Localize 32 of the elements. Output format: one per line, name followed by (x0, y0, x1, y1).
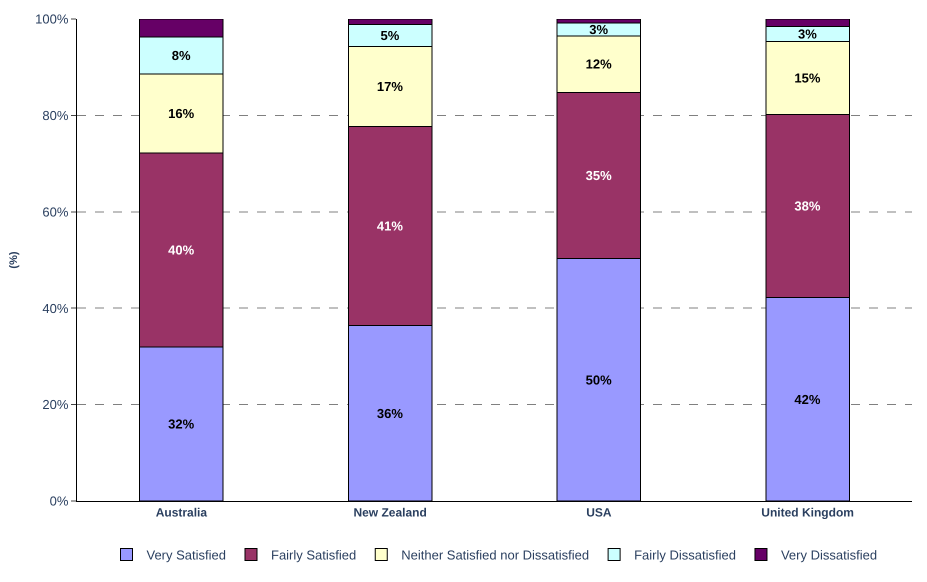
data-label: 15% (794, 70, 821, 86)
y-tick-label: 60% (42, 204, 69, 220)
data-label: 16% (168, 106, 195, 121)
y-tick-label: 100% (35, 12, 69, 27)
data-label: 42% (794, 392, 821, 407)
y-tick-label: 40% (42, 300, 69, 316)
y-tick-label: 80% (42, 108, 69, 123)
x-tick-label: United Kingdom (761, 505, 854, 520)
legend-label: Very Dissatisfied (780, 548, 878, 563)
x-tick-label: USA (586, 505, 612, 520)
data-label: 8% (172, 48, 191, 63)
x-tick-label: New Zealand (353, 505, 427, 520)
legend-label: Very Satisfied (146, 548, 226, 563)
data-label: 12% (586, 56, 612, 72)
data-label: 3% (798, 26, 818, 42)
y-axis-title: (%) (8, 251, 20, 269)
legend-label: Neither Satisfied nor Dissatisfied (401, 548, 590, 563)
y-tick-label: 0% (50, 494, 69, 509)
x-tick-label: Australia (156, 505, 208, 520)
data-label: 36% (376, 406, 404, 421)
data-label: 50% (586, 372, 612, 388)
legend-label: Fairly Dissatisfied (634, 548, 736, 563)
data-label: 32% (168, 416, 195, 432)
data-label: 35% (586, 168, 612, 183)
data-label: 40% (168, 242, 195, 258)
data-label: 3% (589, 22, 608, 37)
y-tick-label: 20% (42, 397, 69, 412)
data-label: 38% (794, 198, 821, 214)
data-label: 41% (376, 218, 404, 234)
data-label: 17% (376, 78, 404, 94)
legend-label: Fairly Satisfied (271, 548, 356, 563)
data-label: 5% (380, 28, 400, 43)
